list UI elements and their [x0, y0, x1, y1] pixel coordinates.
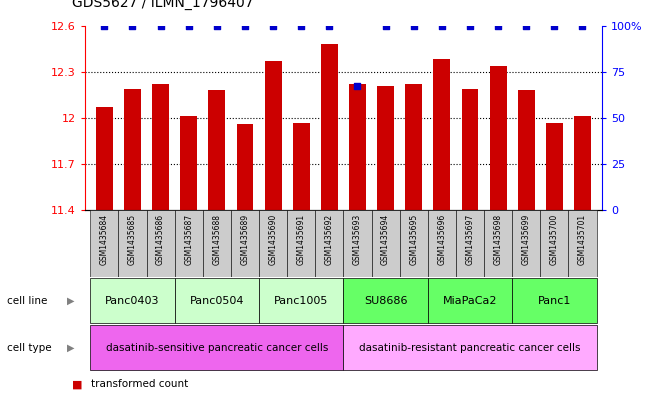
Point [577, 22, 588, 29]
Text: GSM1435698: GSM1435698 [493, 214, 503, 265]
Text: GSM1435694: GSM1435694 [381, 214, 390, 265]
Bar [321, 44, 338, 393]
Bar [90, 278, 174, 323]
Text: Panc0504: Panc0504 [189, 296, 244, 306]
Bar [90, 325, 344, 371]
Point [437, 22, 447, 29]
Bar [546, 123, 563, 393]
Text: Panc1: Panc1 [538, 296, 571, 306]
Text: GSM1435689: GSM1435689 [240, 214, 249, 265]
Point [212, 22, 222, 29]
Text: dasatinib-resistant pancreatic cancer cells: dasatinib-resistant pancreatic cancer ce… [359, 343, 581, 353]
Bar [406, 84, 422, 393]
Point [465, 22, 475, 29]
Text: GSM1435690: GSM1435690 [269, 214, 277, 265]
Text: GSM1435696: GSM1435696 [437, 214, 447, 265]
Bar [349, 84, 366, 393]
Text: GSM1435686: GSM1435686 [156, 214, 165, 265]
Text: cell line: cell line [7, 296, 47, 306]
Bar [174, 278, 259, 323]
Bar [574, 116, 591, 393]
Bar [293, 123, 310, 393]
Text: Panc1005: Panc1005 [274, 296, 328, 306]
Bar [484, 210, 512, 277]
Point [324, 22, 335, 29]
Bar [518, 90, 534, 393]
Bar [208, 90, 225, 393]
Bar [456, 210, 484, 277]
Bar [540, 210, 568, 277]
Point [127, 22, 137, 29]
Text: Panc0403: Panc0403 [105, 296, 159, 306]
Text: GSM1435688: GSM1435688 [212, 214, 221, 264]
Text: cell type: cell type [7, 343, 51, 353]
Point [380, 22, 391, 29]
Point [156, 22, 166, 29]
Text: GSM1435687: GSM1435687 [184, 214, 193, 265]
Bar [512, 210, 540, 277]
Bar [202, 210, 231, 277]
Bar [236, 124, 253, 393]
Bar [428, 278, 512, 323]
Bar [372, 210, 400, 277]
Point [352, 83, 363, 90]
Bar [400, 210, 428, 277]
Bar [146, 210, 174, 277]
Bar [315, 210, 344, 277]
Bar [90, 210, 118, 277]
Bar [462, 89, 478, 393]
Point [240, 22, 250, 29]
Bar [434, 59, 450, 393]
Point [99, 22, 109, 29]
Bar [174, 210, 202, 277]
Bar [265, 61, 281, 393]
Bar [344, 278, 428, 323]
Bar [124, 89, 141, 393]
Text: GSM1435691: GSM1435691 [297, 214, 306, 265]
Point [549, 22, 560, 29]
Point [409, 22, 419, 29]
Bar [118, 210, 146, 277]
Bar [377, 86, 394, 393]
Bar [568, 210, 596, 277]
Text: dasatinib-sensitive pancreatic cancer cells: dasatinib-sensitive pancreatic cancer ce… [105, 343, 328, 353]
Bar [287, 210, 315, 277]
Text: GSM1435692: GSM1435692 [325, 214, 334, 265]
Bar [259, 210, 287, 277]
Text: ▶: ▶ [67, 296, 75, 306]
Bar [344, 210, 372, 277]
Bar [512, 278, 596, 323]
Text: GSM1435695: GSM1435695 [409, 214, 418, 265]
Bar [428, 210, 456, 277]
Text: MiaPaCa2: MiaPaCa2 [443, 296, 497, 306]
Point [268, 22, 278, 29]
Point [296, 22, 307, 29]
Bar [490, 66, 506, 393]
Text: GSM1435699: GSM1435699 [521, 214, 531, 265]
Bar [152, 84, 169, 393]
Text: ▶: ▶ [67, 343, 75, 353]
Text: GDS5627 / ILMN_1796407: GDS5627 / ILMN_1796407 [72, 0, 253, 10]
Text: GSM1435697: GSM1435697 [465, 214, 475, 265]
Text: GSM1435684: GSM1435684 [100, 214, 109, 265]
Point [184, 22, 194, 29]
Point [493, 22, 503, 29]
Text: GSM1435685: GSM1435685 [128, 214, 137, 265]
Bar [231, 210, 259, 277]
Text: GSM1435701: GSM1435701 [578, 214, 587, 265]
Text: ■: ■ [72, 379, 82, 389]
Text: transformed count: transformed count [91, 379, 188, 389]
Bar [96, 107, 113, 393]
Text: GSM1435693: GSM1435693 [353, 214, 362, 265]
Point [521, 22, 531, 29]
Bar [259, 278, 344, 323]
Bar [180, 116, 197, 393]
Bar [344, 325, 596, 371]
Text: GSM1435700: GSM1435700 [550, 214, 559, 265]
Text: SU8686: SU8686 [364, 296, 408, 306]
